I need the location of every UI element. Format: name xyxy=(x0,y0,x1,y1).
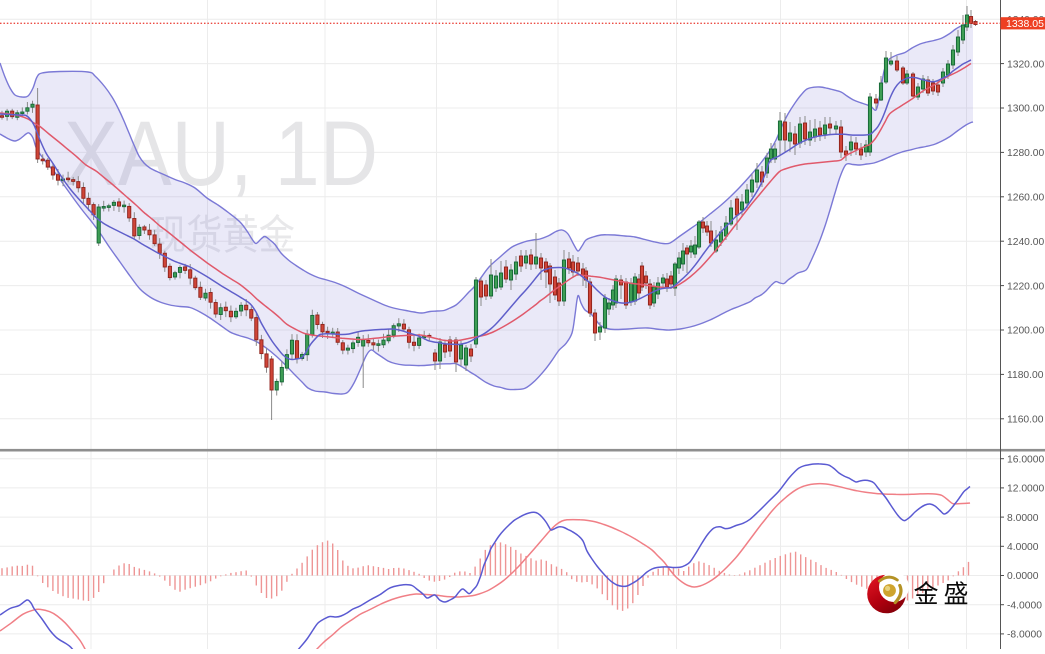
svg-text:1300.00: 1300.00 xyxy=(1007,104,1044,115)
svg-text:金盛: 金盛 xyxy=(914,581,974,609)
svg-text:1280.00: 1280.00 xyxy=(1007,148,1044,159)
svg-text:0.0000: 0.0000 xyxy=(1007,571,1039,582)
svg-text:1260.00: 1260.00 xyxy=(1007,193,1044,204)
svg-text:-4.0000: -4.0000 xyxy=(1007,600,1042,611)
svg-text:1220.00: 1220.00 xyxy=(1007,281,1044,292)
svg-text:1160.00: 1160.00 xyxy=(1007,415,1044,426)
svg-text:-8.0000: -8.0000 xyxy=(1007,630,1042,641)
svg-text:12.0000: 12.0000 xyxy=(1007,484,1044,495)
svg-text:16.0000: 16.0000 xyxy=(1007,454,1044,465)
svg-text:1200.00: 1200.00 xyxy=(1007,326,1044,337)
svg-text:1240.00: 1240.00 xyxy=(1007,237,1044,248)
svg-text:1338.05: 1338.05 xyxy=(1006,18,1044,30)
svg-text:1320.00: 1320.00 xyxy=(1007,59,1044,70)
svg-text:8.0000: 8.0000 xyxy=(1007,513,1039,524)
svg-text:4.0000: 4.0000 xyxy=(1007,542,1039,553)
svg-text:1180.00: 1180.00 xyxy=(1007,370,1044,381)
